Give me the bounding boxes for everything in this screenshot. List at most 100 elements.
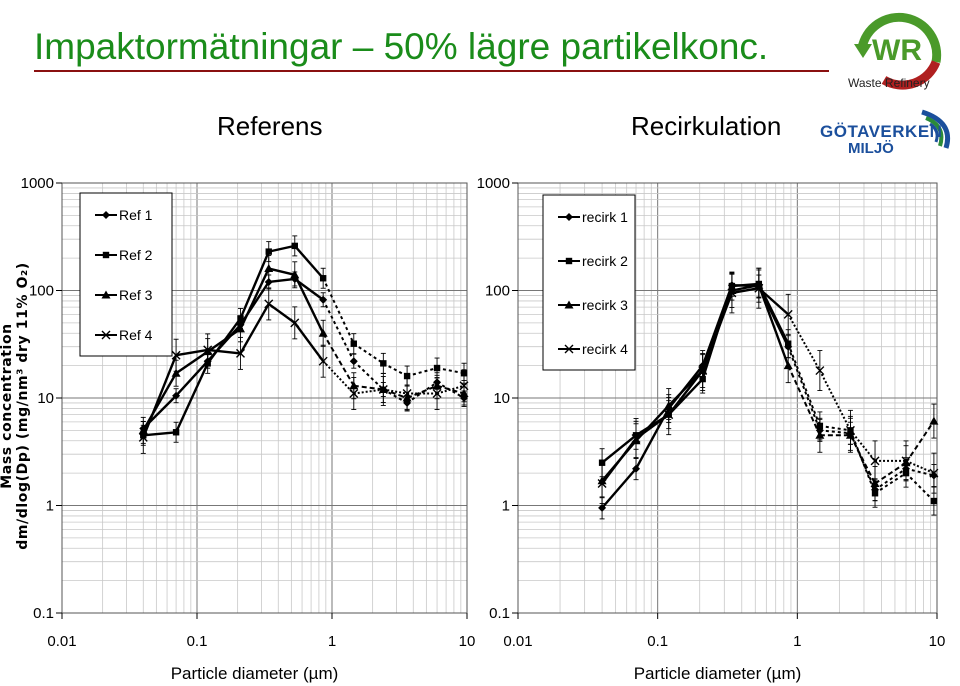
data-point — [318, 328, 328, 337]
legend-box — [542, 194, 636, 371]
data-point — [138, 432, 148, 442]
series-line-segment — [268, 267, 296, 276]
y-tick-label: 10 — [37, 390, 54, 407]
series-line-segment — [239, 303, 270, 354]
series-line-segment — [143, 431, 177, 437]
data-point — [171, 368, 181, 377]
y-tick-label: 100 — [485, 283, 510, 300]
series-line-segment — [701, 292, 734, 371]
data-point — [380, 360, 387, 367]
data-point — [929, 468, 939, 478]
legend-label: recirk 4 — [582, 341, 628, 357]
series-line-segment — [322, 332, 355, 387]
data-point — [727, 288, 737, 298]
data-point — [350, 340, 357, 347]
data-point — [870, 479, 880, 488]
series-line-segment — [239, 251, 270, 319]
series-line-segment — [436, 384, 465, 395]
series-line-segment — [601, 437, 637, 485]
series-line-segment — [175, 348, 208, 357]
data-point — [349, 389, 359, 399]
legend-marker — [565, 257, 573, 265]
x-tick-label: 10 — [929, 633, 946, 650]
y-tick-label: 1000 — [21, 175, 54, 192]
series-line-segment — [239, 268, 270, 330]
partner-logo-line1: GÖTAVERKEN — [820, 122, 943, 141]
data-point — [929, 416, 939, 425]
series-line-segment — [353, 360, 385, 391]
y-tick-label: 0.1 — [33, 605, 54, 622]
x-tick-label: 1 — [793, 633, 801, 650]
data-point — [203, 345, 213, 355]
legend-label: recirk 2 — [582, 253, 628, 269]
series-line-segment — [731, 284, 760, 292]
series-line-segment — [787, 365, 821, 436]
data-point — [815, 366, 825, 376]
series-line-segment — [142, 354, 178, 438]
legend-marker — [565, 213, 573, 221]
x-axis-label: Particle diameter (µm) — [634, 664, 802, 683]
series-line-segment — [293, 274, 325, 334]
series-line-segment — [874, 461, 907, 485]
data-point — [264, 299, 274, 309]
chart-title-referens: Referens — [217, 111, 323, 141]
grid — [517, 183, 937, 614]
series-line-segment — [667, 369, 704, 416]
series-line-segment — [874, 467, 907, 491]
data-point — [403, 372, 411, 380]
title-underline — [34, 70, 829, 72]
data-point — [597, 479, 607, 489]
y-tick-label: 1000 — [477, 175, 510, 192]
x-tick-label: 0.1 — [647, 633, 668, 650]
series-line-segment — [601, 434, 637, 464]
series-4 — [597, 267, 939, 505]
series-line-segment — [207, 348, 241, 355]
series-line-segment — [268, 277, 295, 284]
data-point — [698, 366, 708, 376]
data-point — [664, 410, 674, 420]
data-point — [783, 309, 793, 319]
legend-marker — [564, 300, 574, 309]
x-axis-label: Particle diameter (µm) — [171, 664, 339, 683]
data-point — [378, 384, 388, 394]
series-line-segment — [175, 360, 209, 397]
series-line-segment — [353, 388, 384, 395]
series-line-segment — [905, 459, 935, 475]
data-point — [319, 275, 327, 282]
data-point — [318, 356, 328, 366]
series-line-segment — [635, 413, 670, 440]
legend-marker — [101, 290, 111, 299]
legend-marker — [564, 344, 574, 354]
data-point — [236, 348, 245, 358]
series-line-segment — [905, 467, 935, 477]
legend-marker — [102, 251, 110, 259]
data-point — [459, 381, 469, 391]
data-point — [815, 430, 825, 439]
legend-label: Ref 2 — [119, 247, 153, 263]
series-4 — [138, 287, 469, 454]
series-line-segment — [787, 313, 821, 372]
data-point — [319, 295, 328, 304]
chart-title-recirkulation: Recirkulation — [631, 111, 782, 141]
y-tick-label: 1 — [502, 498, 510, 515]
data-point — [290, 270, 300, 279]
data-point — [598, 459, 606, 466]
x-tick-label: 10 — [459, 633, 476, 650]
logo-caption: Waste Refinery — [848, 76, 930, 90]
series-line-segment — [436, 381, 465, 399]
data-point — [930, 497, 938, 505]
x-tick-label: 1 — [328, 633, 336, 650]
series-line-segment — [293, 245, 325, 280]
data-point — [432, 389, 442, 399]
legend-label: Ref 1 — [119, 207, 153, 223]
y-tick-label: 10 — [493, 390, 510, 407]
page-title: Impaktormätningar – 50% lägre partikelko… — [34, 26, 769, 67]
data-point — [598, 503, 607, 512]
legend-marker — [101, 330, 111, 340]
series-line-segment — [757, 284, 790, 367]
series-line-segment — [905, 420, 935, 464]
data-point — [264, 264, 274, 273]
data-point — [754, 283, 764, 293]
data-point — [349, 357, 358, 366]
